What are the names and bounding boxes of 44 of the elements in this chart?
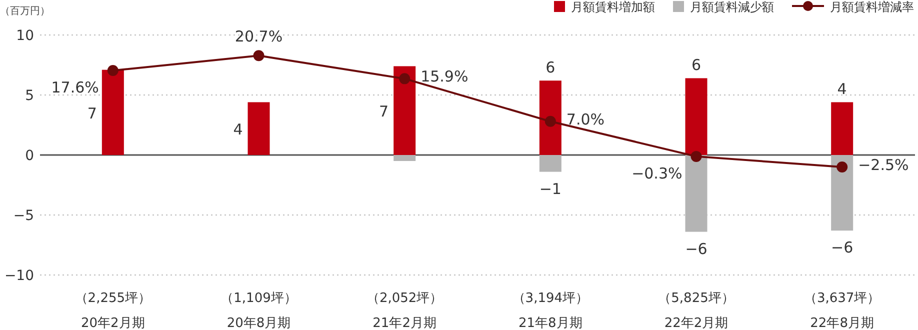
bar — [539, 80, 562, 155]
data-label: −6 — [685, 240, 708, 258]
data-label: 7 — [87, 104, 97, 122]
bar — [102, 70, 124, 155]
x-tick-label: （2,052坪） 21年2月期 — [366, 291, 443, 330]
bar — [248, 102, 270, 155]
point — [836, 162, 848, 172]
data-label: 15.9% — [420, 68, 468, 86]
y-axis-title: （百万円） — [0, 6, 50, 17]
data-label: −0.3% — [632, 164, 682, 182]
legend-label: 月額賃料増減率 — [830, 0, 914, 14]
bar — [685, 78, 708, 155]
data-label: 6 — [546, 58, 556, 77]
data-label: 7.0% — [566, 110, 605, 128]
data-label: 7 — [379, 102, 389, 121]
y-tick-label: −10 — [4, 268, 34, 284]
point — [544, 116, 556, 127]
data-label: 4 — [837, 80, 847, 98]
x-tick-label: （1,109坪） 20年8月期 — [220, 291, 297, 330]
legend-label: 月額賃料減少額 — [690, 0, 774, 14]
data-label: −2.5% — [858, 156, 909, 174]
x-tick-label: （3,637坪） 22年8月期 — [804, 291, 880, 330]
data-label: 6 — [691, 56, 702, 74]
data-label: 4 — [233, 120, 243, 139]
bar — [394, 66, 416, 155]
bar — [394, 155, 416, 161]
y-tick-label: 0 — [25, 148, 34, 164]
data-label: −6 — [831, 238, 854, 257]
bar — [539, 155, 562, 172]
x-tick-label: （5,825坪） 22年2月期 — [658, 291, 734, 330]
legend-label: 月額賃料増加額 — [571, 0, 655, 14]
data-label: 17.6% — [51, 78, 99, 97]
point — [107, 65, 118, 76]
bar — [831, 102, 854, 155]
y-tick-label: 5 — [25, 88, 34, 104]
data-label: −1 — [539, 180, 562, 198]
x-tick-label: （2,255坪） 20年2月期 — [74, 291, 152, 330]
point — [399, 73, 410, 84]
point — [690, 150, 702, 162]
y-tick-label: −5 — [13, 208, 34, 224]
data-label: 20.7% — [234, 28, 283, 46]
y-tick-label: 10 — [16, 28, 34, 44]
point — [253, 50, 264, 62]
x-tick-label: （3,194坪） 21年8月期 — [512, 291, 589, 330]
